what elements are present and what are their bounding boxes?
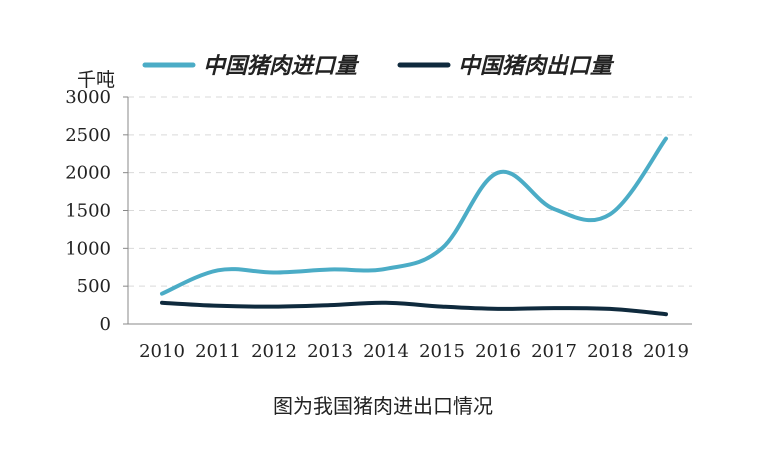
y-tick-label-500: 500	[77, 276, 111, 297]
x-tick-label-2010: 2010	[139, 341, 185, 362]
legend-label-export: 中国猪肉出口量	[458, 54, 615, 79]
y-axis-unit-label: 千吨	[77, 69, 115, 91]
series-line-import	[160, 136, 668, 296]
series-line-export	[160, 300, 668, 317]
y-tick-label-2500: 2500	[65, 125, 111, 146]
axes: 0 500 1000 1500 2000 2500 3000 2010 2011 2012 2013…	[65, 87, 692, 362]
x-tick-label-2013: 2013	[307, 341, 353, 362]
series-lines	[160, 136, 668, 317]
x-tick-label-2018: 2018	[587, 341, 633, 362]
y-tick-label-1000: 1000	[65, 238, 111, 259]
x-tick-label-2015: 2015	[419, 341, 465, 362]
figure-caption: 图为我国猪肉进出口情况	[273, 394, 493, 418]
y-tick-label-0: 0	[100, 314, 111, 335]
y-tick-label-2000: 2000	[65, 163, 111, 184]
x-tick-label-2017: 2017	[531, 341, 577, 362]
legend: 中国猪肉进口量 中国猪肉出口量	[142, 54, 615, 79]
gridlines	[128, 96, 692, 287]
legend-label-import: 中国猪肉进口量	[203, 54, 360, 79]
x-tick-label-2014: 2014	[363, 341, 409, 362]
y-tick-label-1500: 1500	[65, 201, 111, 222]
x-tick-label-2012: 2012	[251, 341, 297, 362]
y-tick-label-3000: 3000	[65, 87, 111, 108]
x-tick-label-2019: 2019	[643, 341, 689, 362]
x-tick-label-2016: 2016	[475, 341, 521, 362]
x-tick-label-2011: 2011	[195, 341, 241, 362]
